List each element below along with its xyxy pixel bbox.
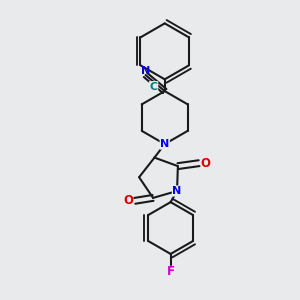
Text: C: C: [150, 82, 158, 92]
Text: N: N: [160, 139, 169, 149]
Text: O: O: [201, 157, 211, 170]
Text: F: F: [167, 265, 175, 278]
Text: O: O: [123, 194, 133, 207]
Text: N: N: [141, 66, 150, 76]
Text: N: N: [172, 186, 182, 196]
